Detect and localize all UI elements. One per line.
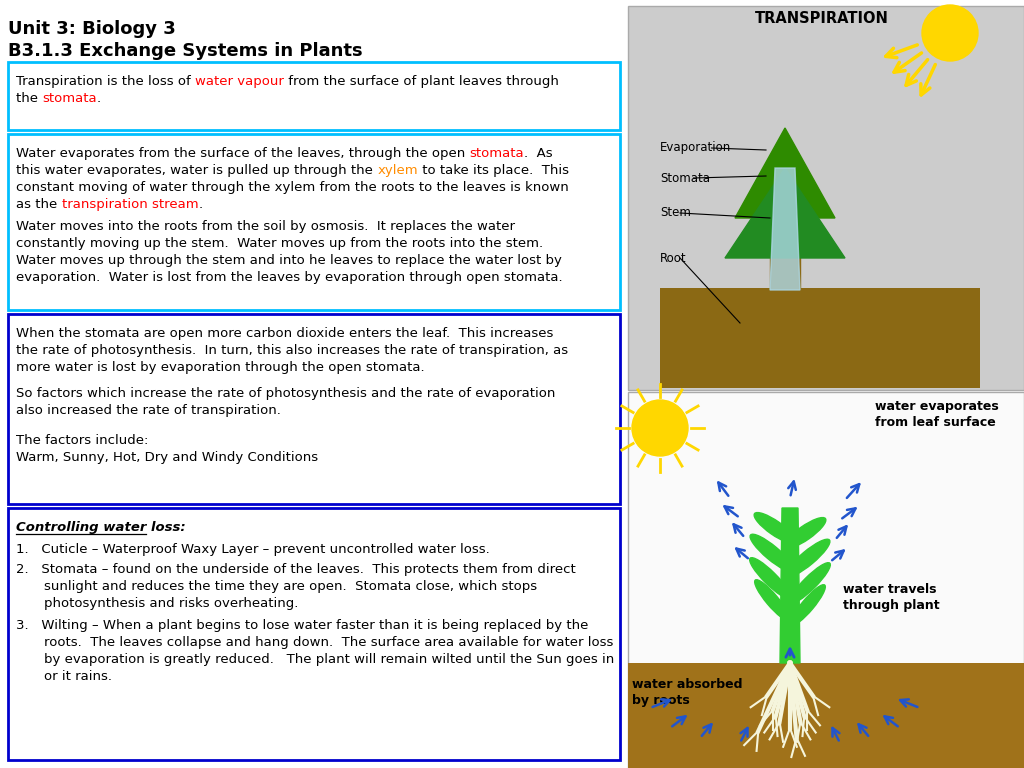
Text: .: . [97, 92, 101, 105]
Text: constant moving of water through the xylem from the roots to the leaves is known: constant moving of water through the xyl… [16, 181, 568, 194]
FancyBboxPatch shape [660, 288, 980, 388]
FancyBboxPatch shape [628, 663, 1024, 768]
FancyBboxPatch shape [8, 314, 620, 504]
Text: Stomata: Stomata [660, 171, 710, 184]
Text: Water moves into the roots from the soil by osmosis.  It replaces the water: Water moves into the roots from the soil… [16, 220, 515, 233]
Text: photosynthesis and risks overheating.: photosynthesis and risks overheating. [44, 597, 298, 610]
Text: 1.   Cuticle – Waterproof Waxy Layer – prevent uncontrolled water loss.: 1. Cuticle – Waterproof Waxy Layer – pre… [16, 543, 489, 556]
Polygon shape [780, 508, 800, 663]
Text: transpiration stream: transpiration stream [61, 198, 198, 211]
Text: .: . [198, 198, 203, 211]
Text: the rate of photosynthesis.  In turn, this also increases the rate of transpirat: the rate of photosynthesis. In turn, thi… [16, 344, 568, 357]
Text: stomata: stomata [469, 147, 524, 160]
Text: evaporation.  Water is lost from the leaves by evaporation through open stomata.: evaporation. Water is lost from the leav… [16, 271, 562, 284]
FancyBboxPatch shape [628, 392, 1024, 768]
Text: B3.1.3 Exchange Systems in Plants: B3.1.3 Exchange Systems in Plants [8, 42, 362, 60]
Text: as the: as the [16, 198, 61, 211]
Text: Warm, Sunny, Hot, Dry and Windy Conditions: Warm, Sunny, Hot, Dry and Windy Conditio… [16, 451, 318, 464]
Text: Controlling water loss:: Controlling water loss: [16, 521, 185, 534]
Text: So factors which increase the rate of photosynthesis and the rate of evaporation: So factors which increase the rate of ph… [16, 387, 555, 400]
Ellipse shape [754, 512, 796, 544]
Text: to take its place.  This: to take its place. This [418, 164, 568, 177]
Text: from the surface of plant leaves through: from the surface of plant leaves through [284, 75, 559, 88]
Ellipse shape [755, 580, 790, 621]
Ellipse shape [784, 518, 826, 548]
Ellipse shape [791, 584, 825, 625]
Text: roots.  The leaves collapse and hang down.  The surface area available for water: roots. The leaves collapse and hang down… [44, 636, 613, 649]
Ellipse shape [750, 558, 791, 598]
Text: Water moves up through the stem and into he leaves to replace the water lost by: Water moves up through the stem and into… [16, 254, 562, 267]
Text: 3.   Wilting – When a plant begins to lose water faster than it is being replace: 3. Wilting – When a plant begins to lose… [16, 619, 589, 632]
Polygon shape [735, 128, 835, 218]
Text: When the stomata are open more carbon dioxide enters the leaf.  This increases: When the stomata are open more carbon di… [16, 327, 553, 340]
Text: by evaporation is greatly reduced.   The plant will remain wilted until the Sun : by evaporation is greatly reduced. The p… [44, 653, 614, 666]
FancyBboxPatch shape [8, 134, 620, 310]
Text: Water evaporates from the surface of the leaves, through the open: Water evaporates from the surface of the… [16, 147, 469, 160]
Text: TRANSPIRATION: TRANSPIRATION [755, 11, 889, 26]
Text: 2.   Stomata – found on the underside of the leaves.  This protects them from di: 2. Stomata – found on the underside of t… [16, 563, 575, 576]
Text: through plant: through plant [843, 599, 940, 612]
Ellipse shape [790, 563, 830, 604]
Text: Transpiration is the loss of: Transpiration is the loss of [16, 75, 195, 88]
Text: water evaporates: water evaporates [874, 400, 998, 413]
Ellipse shape [786, 539, 829, 577]
Text: xylem: xylem [377, 164, 418, 177]
Ellipse shape [751, 535, 794, 572]
Polygon shape [725, 168, 845, 258]
Text: stomata: stomata [42, 92, 97, 105]
Text: Stem: Stem [660, 207, 691, 220]
Text: Unit 3: Biology 3: Unit 3: Biology 3 [8, 20, 176, 38]
Text: this water evaporates, water is pulled up through the: this water evaporates, water is pulled u… [16, 164, 377, 177]
Text: Root: Root [660, 251, 687, 264]
Text: .  As: . As [524, 147, 553, 160]
Text: water vapour: water vapour [195, 75, 284, 88]
Polygon shape [770, 168, 800, 290]
FancyBboxPatch shape [8, 62, 620, 130]
Text: Evaporation: Evaporation [660, 141, 731, 154]
Text: the: the [16, 92, 42, 105]
Text: The factors include:: The factors include: [16, 434, 148, 447]
Text: more water is lost by evaporation through the open stomata.: more water is lost by evaporation throug… [16, 361, 425, 374]
Circle shape [632, 400, 688, 456]
Circle shape [922, 5, 978, 61]
Text: sunlight and reduces the time they are open.  Stomata close, which stops: sunlight and reduces the time they are o… [44, 580, 538, 593]
Text: constantly moving up the stem.  Water moves up from the roots into the stem.: constantly moving up the stem. Water mov… [16, 237, 543, 250]
FancyBboxPatch shape [8, 508, 620, 760]
Text: by roots: by roots [632, 694, 690, 707]
FancyBboxPatch shape [628, 6, 1024, 390]
Text: water absorbed: water absorbed [632, 678, 742, 691]
Text: also increased the rate of transpiration.: also increased the rate of transpiration… [16, 404, 281, 417]
Text: or it rains.: or it rains. [44, 670, 112, 683]
Text: from leaf surface: from leaf surface [874, 416, 995, 429]
Text: water travels: water travels [843, 583, 937, 596]
